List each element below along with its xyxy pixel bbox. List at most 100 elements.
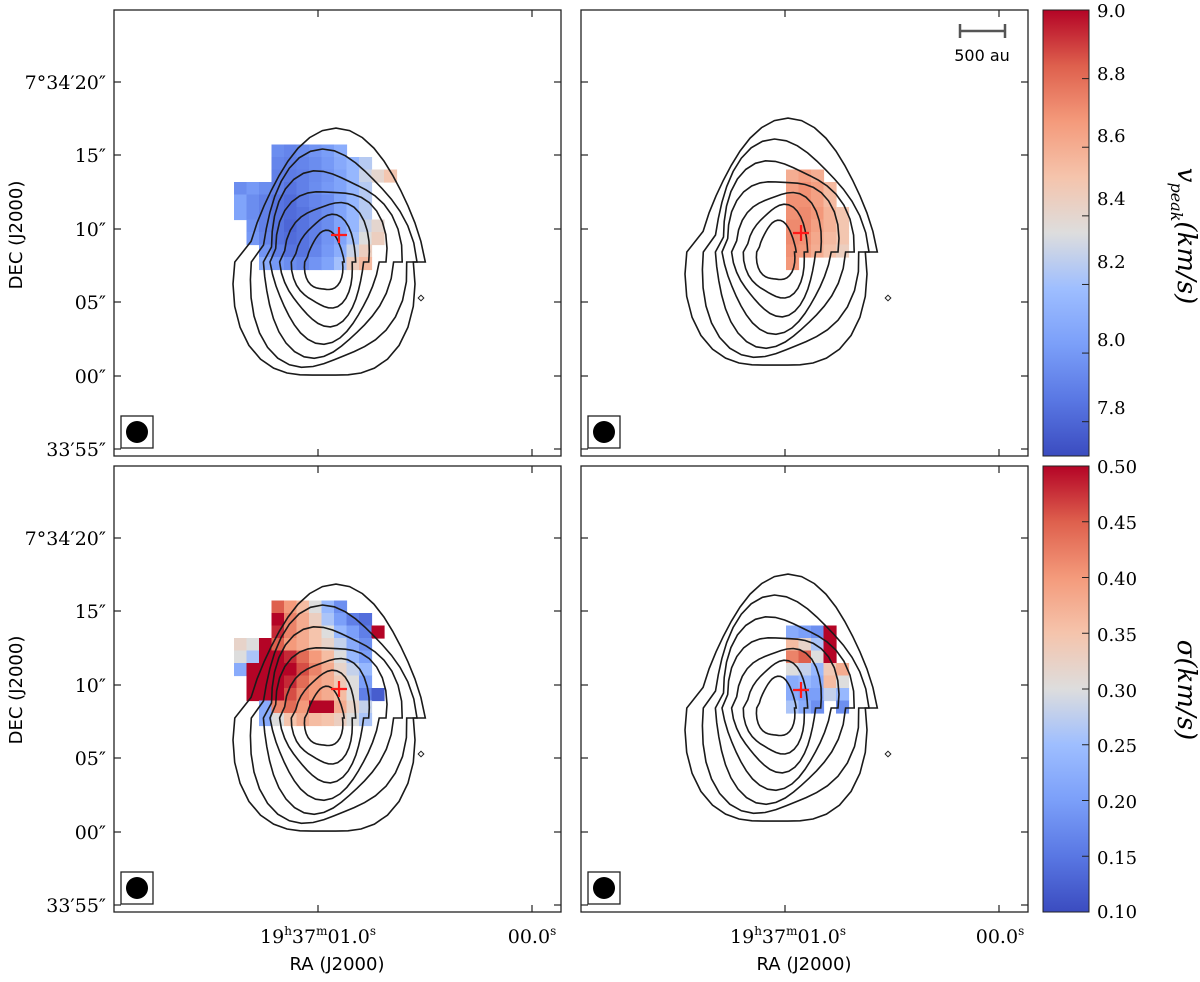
heatmap-cell — [321, 169, 335, 183]
heatmap-cell — [798, 207, 812, 221]
contour-line — [755, 675, 798, 737]
heatmap-cell — [271, 144, 285, 158]
heatmap-cell — [321, 257, 335, 271]
heatmap-cell — [271, 700, 285, 714]
heatmap-cell — [811, 625, 825, 639]
contour-line — [232, 127, 427, 376]
heatmap-cell — [811, 688, 825, 702]
ylabel-top: DEC (J2000) — [6, 181, 27, 290]
heatmap-cell — [284, 182, 298, 196]
heatmap-cell — [334, 182, 348, 196]
point-marker — [884, 294, 892, 302]
heatmap-cell — [811, 675, 825, 689]
ytick-label: 05″ — [75, 292, 106, 314]
heatmap-cell — [284, 207, 298, 221]
contour-line — [303, 685, 346, 747]
heatmap-cell — [371, 688, 385, 702]
heatmap-cell — [309, 713, 323, 727]
heatmap-cell — [334, 700, 348, 714]
contour-line — [262, 625, 404, 816]
heatmap-cell — [798, 244, 812, 258]
contour-line — [742, 659, 809, 755]
heatmap-cell — [309, 244, 323, 258]
heatmap-cell — [334, 219, 348, 233]
heatmap-cell — [334, 244, 348, 258]
heatmap-cell — [384, 169, 398, 183]
heatmap-cell — [284, 613, 298, 627]
heatmap-cell — [798, 700, 812, 714]
heatmap-cell — [296, 638, 310, 652]
point-marker — [417, 294, 425, 302]
heatmap-cell — [234, 650, 248, 664]
heatmap-cell — [786, 650, 800, 664]
heatmap-cell — [811, 194, 825, 208]
heatmap-cell — [296, 650, 310, 664]
cbar-tick-label: 0.40 — [1097, 569, 1137, 590]
scale-bar: 500 au — [954, 24, 1010, 65]
heatmap-cell — [284, 257, 298, 271]
heatmap-cell — [271, 713, 285, 727]
contour-line — [684, 117, 879, 366]
cbar-tick-label: 0.45 — [1097, 513, 1137, 534]
cbar-tick-label: 8.6 — [1097, 126, 1126, 147]
heatmap-cell — [309, 650, 323, 664]
cbar-tick-label: 8.4 — [1097, 189, 1126, 210]
beam-box — [120, 415, 154, 449]
heatmap-cell — [284, 663, 298, 677]
heatmap-cell — [371, 232, 385, 246]
heatmap-cell — [334, 207, 348, 221]
heatmap-cell — [321, 157, 335, 171]
heatmap-cell — [334, 613, 348, 627]
ytick-label: 33′55″ — [46, 895, 106, 917]
heatmap-cell — [259, 675, 273, 689]
cbar-tick-label: 0.30 — [1097, 681, 1137, 702]
colorbar-vpeak-ticklabels: 9.0 8.8 8.6 8.4 8.2 8.0 7.8 — [1097, 1, 1126, 419]
heatmap-cell — [823, 625, 837, 639]
heatmap-cell — [296, 219, 310, 233]
heatmap-cell — [296, 688, 310, 702]
heatmap-cell — [334, 688, 348, 702]
heatmap-cell — [798, 625, 812, 639]
ytick-label: 15″ — [75, 601, 106, 623]
heatmap-cell — [346, 613, 360, 627]
heatmap-cell — [296, 675, 310, 689]
heatmap-cell — [371, 169, 385, 183]
heatmap-cell — [321, 625, 335, 639]
ylabel-bottom: DEC (J2000) — [6, 636, 27, 745]
heatmap-cell — [284, 157, 298, 171]
heatmap-cell — [823, 675, 837, 689]
cbar-tick-label: 0.35 — [1097, 625, 1137, 646]
heatmap-cell — [259, 257, 273, 271]
contour-line — [290, 213, 357, 309]
heatmap-cell — [346, 625, 360, 639]
xtick-label-ra-2: 00.0s — [508, 924, 556, 948]
heatmap-cell — [359, 232, 373, 246]
heatmap-cell — [284, 650, 298, 664]
heatmap-cell — [296, 700, 310, 714]
heatmap-cell — [271, 600, 285, 614]
contour-line — [232, 583, 427, 832]
cbar-tick-label: 0.50 — [1097, 457, 1137, 478]
contour-line — [714, 159, 856, 350]
heatmap-cell — [346, 207, 360, 221]
heatmap-cell — [786, 244, 800, 258]
heatmap-cell — [359, 625, 373, 639]
heatmap-cell — [359, 257, 373, 271]
heatmap-cell — [811, 219, 825, 233]
cbar-tick-label: 0.20 — [1097, 792, 1137, 813]
heatmap-cell — [271, 244, 285, 258]
panel-top-left — [113, 9, 562, 457]
heatmap-cell — [786, 257, 800, 271]
heatmap-cell — [334, 194, 348, 208]
heatmap-cell — [246, 207, 260, 221]
heatmap-cell — [284, 232, 298, 246]
panel-top-right — [580, 9, 1029, 457]
heatmap-cell — [836, 219, 850, 233]
heatmap-cell — [271, 613, 285, 627]
heatmap-cell — [786, 169, 800, 183]
cbar-tick-label: 8.8 — [1097, 64, 1126, 85]
heatmap-cell — [296, 244, 310, 258]
heatmap-cell — [836, 675, 850, 689]
contour-line — [269, 190, 388, 346]
